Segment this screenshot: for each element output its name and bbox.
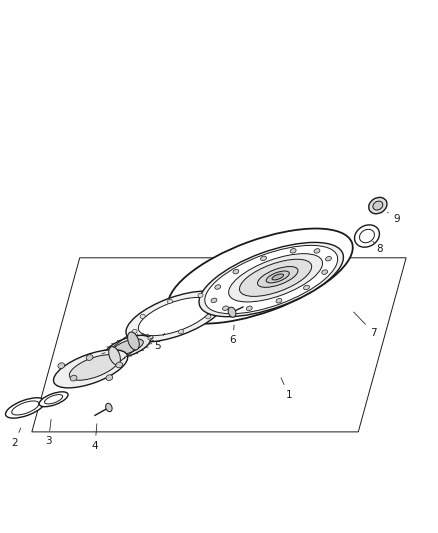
Ellipse shape [215, 285, 221, 289]
Ellipse shape [369, 197, 387, 214]
Ellipse shape [246, 306, 252, 311]
Ellipse shape [116, 362, 123, 368]
Ellipse shape [39, 392, 68, 407]
Ellipse shape [132, 329, 137, 334]
Text: 8: 8 [373, 241, 383, 254]
Text: 5: 5 [154, 333, 165, 351]
Ellipse shape [228, 307, 236, 317]
Ellipse shape [206, 314, 211, 319]
Ellipse shape [105, 335, 150, 359]
Ellipse shape [261, 256, 266, 261]
Ellipse shape [178, 329, 184, 334]
Ellipse shape [373, 201, 383, 210]
Ellipse shape [205, 245, 338, 314]
Ellipse shape [240, 259, 312, 296]
Text: 1: 1 [281, 378, 292, 400]
Ellipse shape [223, 306, 229, 310]
Text: 3: 3 [45, 419, 52, 447]
Ellipse shape [86, 354, 93, 360]
Ellipse shape [314, 249, 320, 253]
Ellipse shape [6, 398, 45, 418]
Ellipse shape [198, 293, 203, 297]
Ellipse shape [70, 375, 77, 381]
Ellipse shape [214, 300, 219, 304]
Ellipse shape [266, 271, 290, 283]
Ellipse shape [167, 299, 173, 304]
Ellipse shape [138, 297, 212, 336]
Ellipse shape [325, 256, 332, 261]
Ellipse shape [211, 298, 217, 303]
Ellipse shape [106, 403, 112, 411]
Ellipse shape [109, 346, 120, 365]
Ellipse shape [304, 285, 310, 290]
Ellipse shape [12, 401, 39, 415]
Ellipse shape [112, 339, 143, 355]
Ellipse shape [45, 394, 63, 404]
Ellipse shape [290, 248, 296, 253]
Text: 4: 4 [92, 424, 98, 451]
Ellipse shape [272, 274, 283, 280]
Text: 7: 7 [353, 312, 377, 337]
Ellipse shape [354, 225, 379, 247]
Ellipse shape [233, 269, 239, 274]
Ellipse shape [58, 363, 65, 368]
Ellipse shape [199, 243, 343, 317]
Ellipse shape [140, 314, 145, 319]
Text: 6: 6 [230, 325, 236, 345]
Ellipse shape [360, 229, 374, 243]
Ellipse shape [53, 350, 128, 388]
Ellipse shape [126, 291, 225, 342]
Ellipse shape [229, 254, 322, 302]
Ellipse shape [276, 298, 282, 303]
Ellipse shape [168, 229, 353, 324]
Ellipse shape [127, 332, 139, 350]
Ellipse shape [258, 266, 298, 287]
Ellipse shape [69, 355, 119, 380]
Text: 9: 9 [388, 212, 400, 224]
Ellipse shape [148, 336, 153, 340]
Text: 2: 2 [11, 428, 21, 448]
Ellipse shape [322, 270, 328, 274]
Ellipse shape [106, 375, 113, 381]
